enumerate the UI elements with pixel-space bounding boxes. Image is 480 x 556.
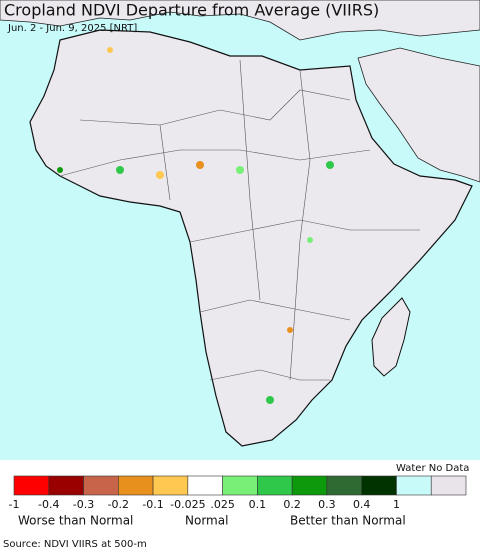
legend-swatch — [430, 475, 467, 496]
europe — [0, 0, 480, 41]
legend-label: -0.2 — [108, 498, 129, 511]
legend-swatch — [187, 475, 223, 496]
legend-swatch — [83, 475, 119, 496]
legend-label: 0.2 — [283, 498, 301, 511]
legend-swatch — [48, 475, 84, 496]
legend-swatch — [222, 475, 258, 496]
legend-swatch — [291, 475, 328, 496]
legend-swatch — [326, 475, 362, 496]
legend-label: -0.3 — [73, 498, 94, 511]
normal-label: Normal — [185, 514, 228, 528]
borders — [59, 59, 420, 381]
legend-swatch — [13, 475, 50, 496]
source: Source: NDVI VIIRS at 500-m — [3, 539, 147, 550]
legend-label: -0.025 — [170, 498, 205, 511]
legend-label: -1 — [9, 498, 20, 511]
africa — [29, 29, 473, 447]
legend-swatch — [257, 475, 293, 496]
legend-label: 0.3 — [318, 498, 336, 511]
legend-swatch — [118, 475, 154, 496]
worse-label: Worse than Normal — [18, 514, 133, 528]
crop-speckles — [57, 47, 334, 404]
legend: -1 -0.4 -0.3 -0.2 -0.1 -0.025 .025 0.1 0.2 0.3 0.4… — [9, 475, 467, 511]
legend-swatch — [361, 475, 397, 496]
title: Cropland NDVI Departure from Average (VI… — [4, 1, 379, 20]
legend-label: -0.1 — [142, 498, 163, 511]
legend-swatch — [152, 475, 189, 496]
legend-swatch — [396, 475, 432, 496]
legend-label: 0.4 — [353, 498, 371, 511]
water-no-data-label: Water No Data — [396, 463, 469, 474]
legend-label: -0.4 — [38, 498, 59, 511]
legend-label: 0.1 — [249, 498, 267, 511]
arabia — [357, 47, 480, 183]
madagascar — [371, 297, 411, 377]
legend-label: .025 — [210, 498, 235, 511]
legend-label: 1 — [393, 498, 400, 511]
better-label: Better than Normal — [290, 514, 406, 528]
subtitle: Jun. 2 - Jun. 9, 2025 [NRT] — [7, 23, 137, 34]
